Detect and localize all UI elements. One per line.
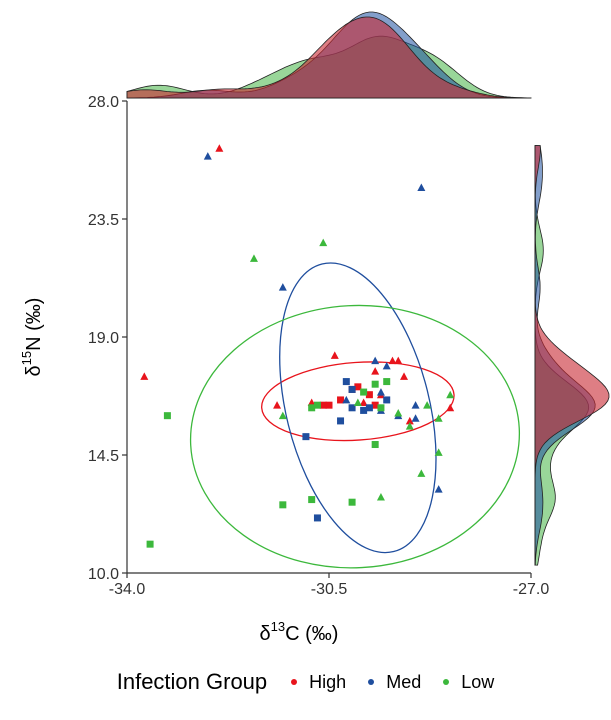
point-med-square: [348, 385, 356, 393]
point-med-square: [348, 404, 356, 412]
legend-label-high: High: [309, 671, 347, 692]
point-low-square: [163, 412, 171, 420]
point-high-square: [325, 401, 333, 409]
point-med-triangle: [376, 388, 385, 396]
point-med-square: [337, 417, 345, 425]
point-low-triangle: [319, 238, 328, 247]
point-high-triangle: [388, 356, 397, 365]
point-low-triangle: [434, 414, 443, 422]
point-low-triangle: [278, 411, 287, 420]
point-high-triangle: [446, 403, 455, 412]
legend-dot-med: [368, 679, 375, 685]
top-density-high: [126, 16, 532, 99]
y-tick-label: 28.0: [88, 94, 119, 111]
point-low-triangle: [376, 492, 385, 501]
right-marginal-density: [534, 145, 610, 566]
point-low-triangle: [394, 409, 403, 417]
point-high-triangle: [405, 416, 414, 425]
point-low-triangle: [353, 398, 362, 407]
point-low-square: [348, 498, 356, 506]
point-high-square: [371, 401, 379, 409]
point-med-square: [360, 406, 368, 414]
point-high-triangle: [394, 356, 403, 365]
x-tick-label: -27.0: [513, 581, 550, 598]
point-med-square: [365, 404, 373, 412]
legend-item-high: High: [291, 672, 346, 693]
legend-title: Infection Group: [116, 669, 268, 694]
point-high-triangle: [359, 398, 368, 407]
ellipse-high: [261, 361, 455, 442]
point-med-square: [313, 514, 321, 522]
y-tick-label: 23.5: [88, 212, 119, 229]
ellipse-med: [279, 262, 437, 554]
point-med-triangle: [417, 183, 426, 192]
y-tick-label: 10.0: [88, 566, 119, 583]
legend-dot-low: [443, 679, 450, 685]
points: [140, 144, 455, 548]
point-high-triangle: [140, 372, 149, 380]
top-marginal-density: [126, 11, 532, 99]
y-ticks: 10.0 14.5 19.0 23.5 28.0: [88, 94, 127, 583]
point-med-triangle: [371, 356, 380, 365]
point-low-square: [146, 540, 154, 548]
x-tick-label: -34.0: [109, 581, 146, 598]
point-low-square: [383, 378, 391, 386]
point-med-square: [342, 378, 350, 386]
point-low-triangle: [417, 469, 426, 477]
scatter-chart: -34.0 -30.5 -27.0 10.0 14.5 19.0 23.5 28.0 δ13…: [19, 11, 610, 645]
point-high-square: [365, 391, 373, 399]
point-low-square: [377, 404, 385, 412]
point-med-triangle: [434, 485, 443, 493]
point-low-square: [313, 401, 321, 409]
point-low-square: [308, 496, 316, 504]
point-med-triangle: [342, 395, 351, 404]
y-tick-label: 14.5: [88, 448, 119, 465]
legend-dot-high: [291, 679, 298, 685]
point-low-square: [279, 501, 287, 509]
right-density-high: [534, 145, 610, 566]
x-ticks: -34.0 -30.5 -27.0: [109, 573, 550, 598]
point-high-square: [354, 383, 362, 391]
plot-area: -34.0 -30.5 -27.0 10.0 14.5 19.0 23.5 28.0: [88, 94, 549, 598]
legend: Infection Group High Med Low: [0, 662, 611, 702]
point-high-square: [319, 401, 327, 409]
point-high-triangle: [215, 144, 224, 152]
point-high-square: [337, 396, 345, 404]
point-med-triangle: [411, 414, 420, 422]
point-med-square: [302, 433, 310, 441]
point-med-square: [383, 396, 391, 404]
point-low-triangle: [405, 422, 414, 430]
point-low-square: [308, 404, 316, 412]
y-tick-label: 19.0: [88, 330, 119, 347]
point-low-square: [371, 380, 379, 388]
ellipses: [189, 262, 521, 569]
point-low-square: [371, 441, 379, 449]
point-med-triangle: [203, 152, 212, 160]
point-low-triangle: [249, 254, 258, 262]
legend-label-med: Med: [386, 671, 422, 692]
point-high-triangle: [330, 351, 339, 359]
point-med-triangle: [411, 401, 420, 409]
point-low-triangle: [423, 401, 432, 409]
y-axis-title: δ15N (‰): [19, 298, 45, 377]
point-high-triangle: [400, 372, 409, 380]
x-tick-label: -30.5: [311, 581, 348, 598]
point-med-triangle: [382, 361, 391, 370]
point-high-triangle: [273, 401, 282, 409]
point-low-triangle: [446, 390, 455, 399]
point-high-triangle: [371, 367, 380, 375]
point-low-square: [360, 388, 368, 396]
x-axis-title: δ13C (‰): [260, 619, 339, 645]
ellipse-low: [189, 304, 521, 569]
point-low-triangle: [434, 448, 443, 456]
point-med-triangle: [278, 283, 287, 291]
legend-item-med: Med: [368, 672, 421, 693]
legend-label-low: Low: [461, 671, 495, 692]
point-high-triangle: [307, 398, 316, 407]
legend-item-low: Low: [443, 672, 494, 693]
